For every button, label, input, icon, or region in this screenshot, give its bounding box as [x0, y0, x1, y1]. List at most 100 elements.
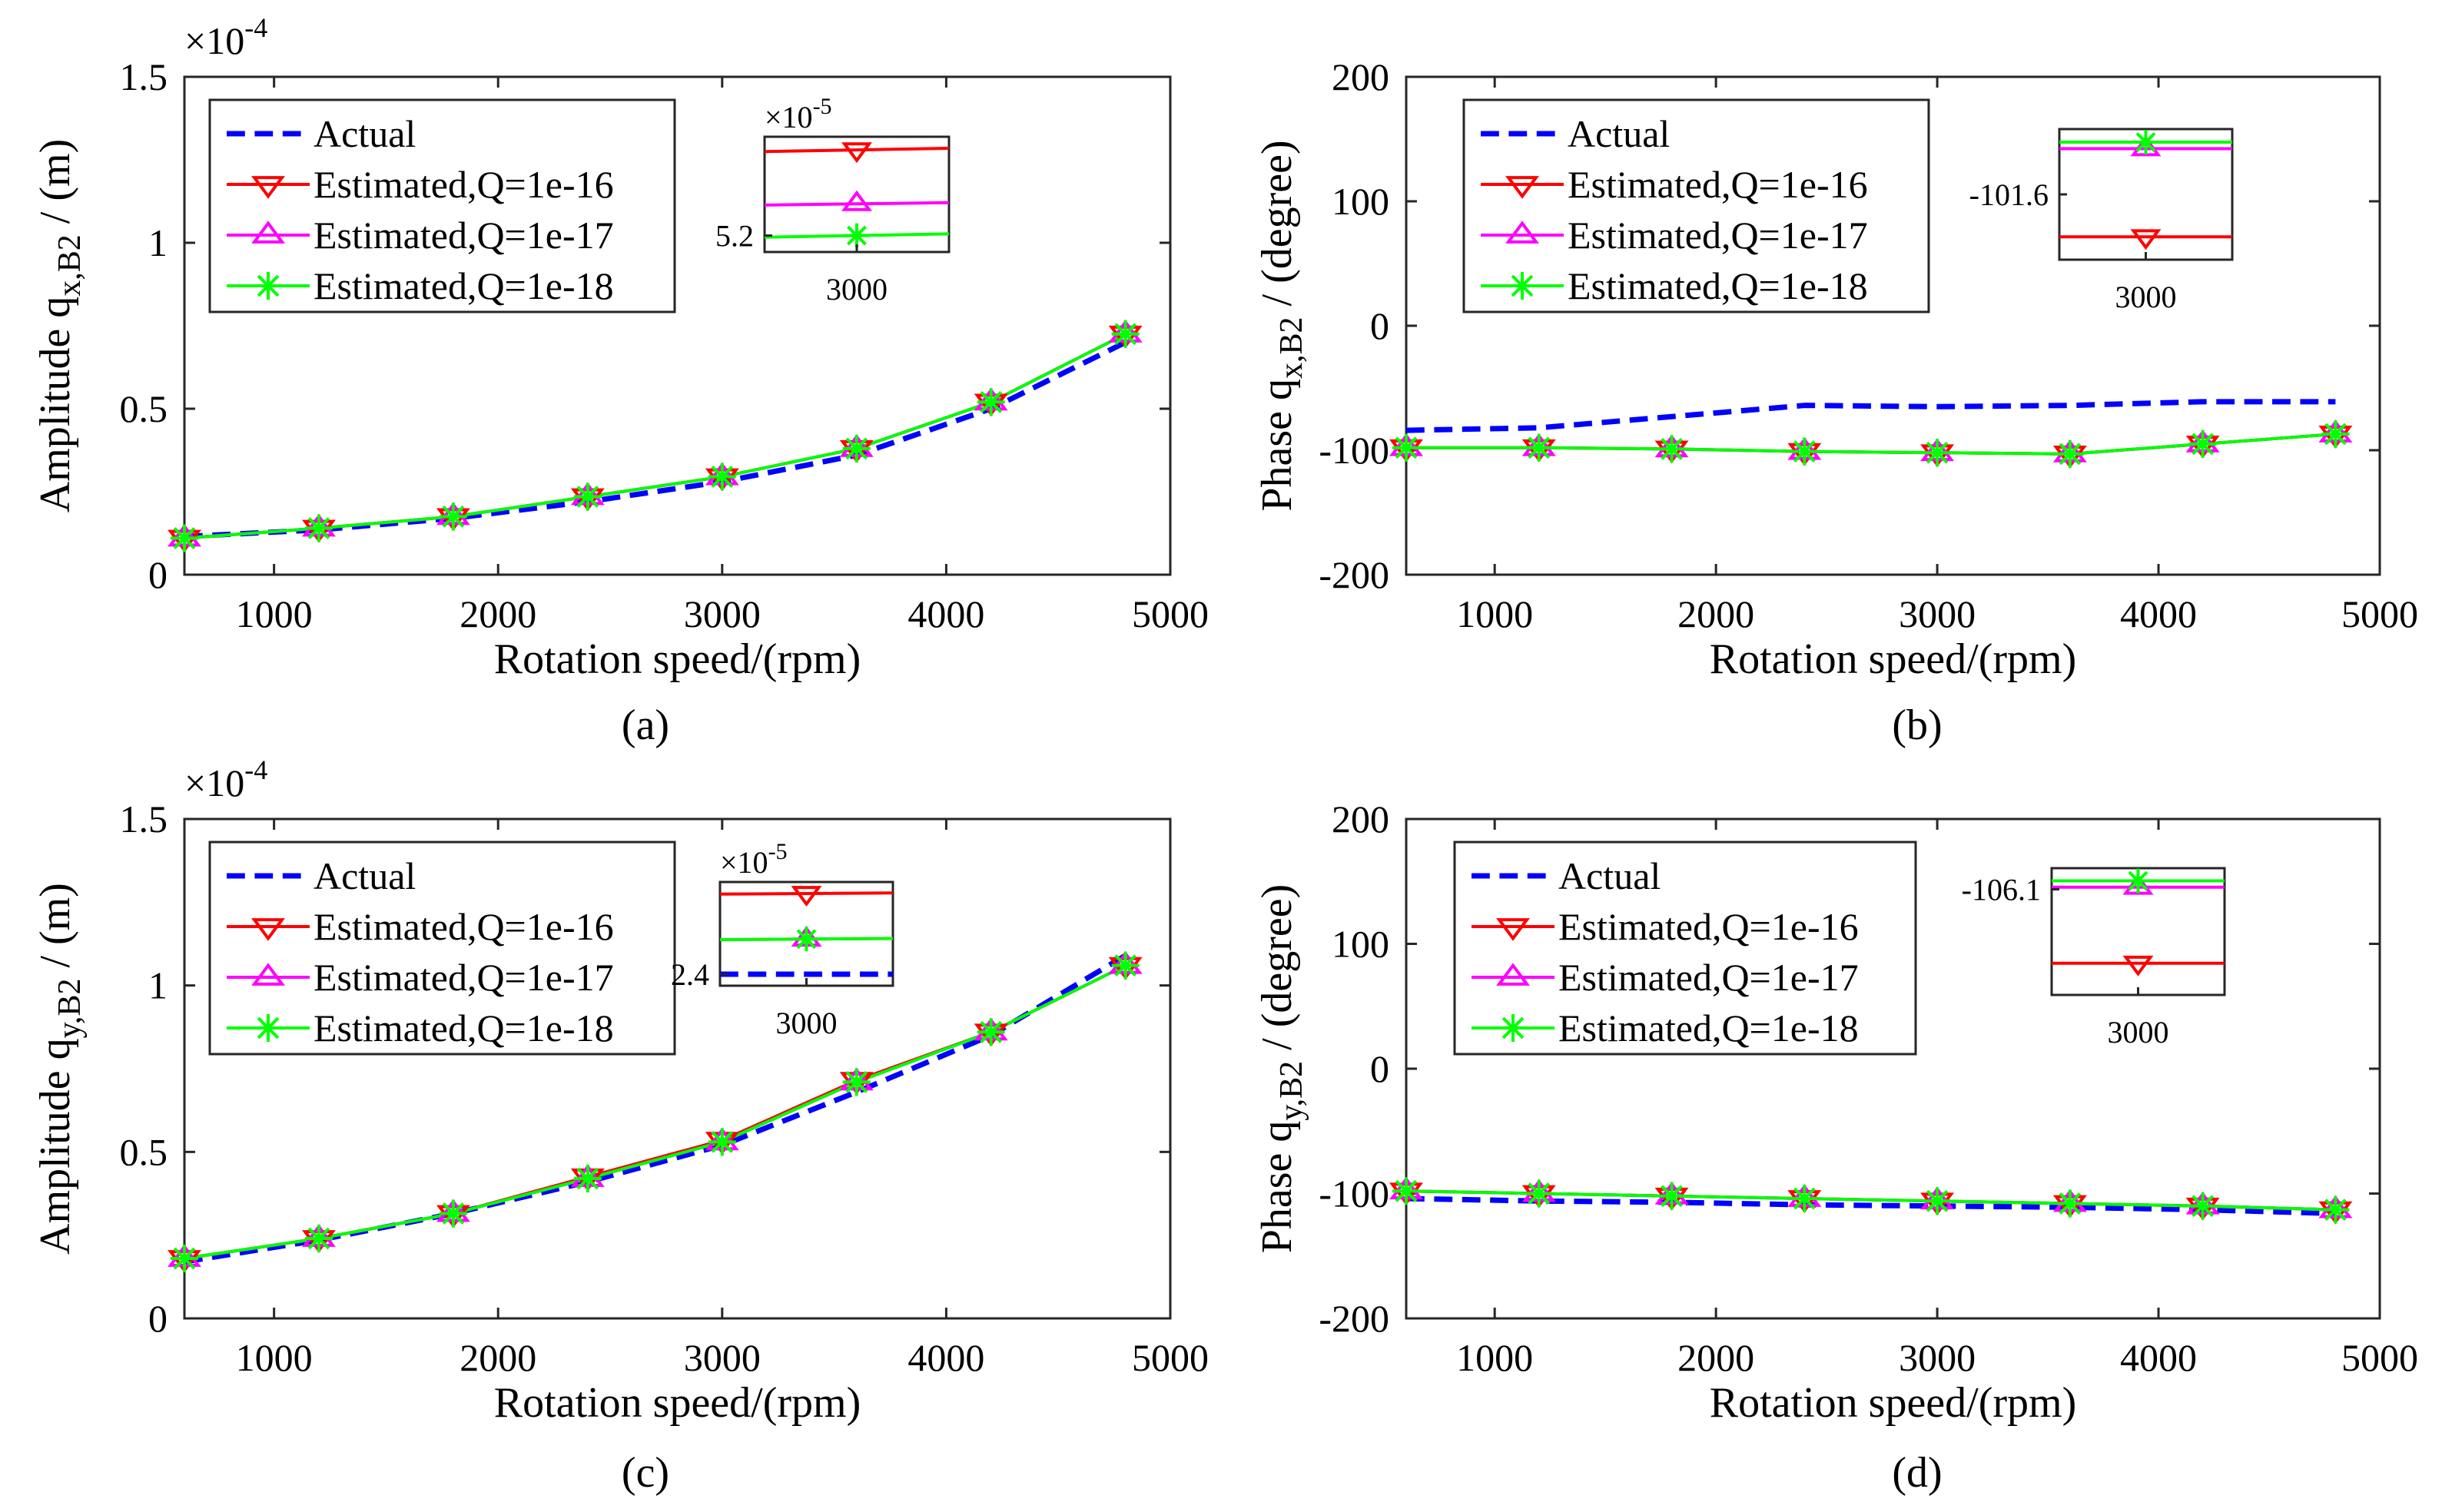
inset-y-tick-label: 2.4: [671, 957, 709, 992]
inset-zoom: 3000 -106.1: [1962, 867, 2226, 1049]
data-point-q18: [439, 502, 467, 531]
y-tick-label: 100: [1332, 180, 1389, 223]
x-tick-label: 1000: [1456, 1336, 1533, 1379]
legend-marker-q17: [251, 963, 285, 986]
x-tick-label: 5000: [2341, 592, 2418, 635]
data-point-q18: [304, 1225, 333, 1252]
legend-marker-q17: [1496, 963, 1530, 986]
legend-marker-q16: [1505, 176, 1539, 199]
data-point-q18: [708, 463, 736, 491]
data-point-q18: [2321, 419, 2350, 448]
data-point-q18: [842, 434, 871, 463]
x-tick-label: 2000: [460, 1336, 536, 1379]
data-point-q18: [2055, 439, 2084, 468]
y-tick-label: 0: [148, 553, 168, 596]
inset-exponent-label: ×10-5: [720, 839, 788, 880]
y-axis-label: Phase qy,B2 / (degree): [1253, 884, 1309, 1254]
legend-marker-q18: [254, 1014, 282, 1042]
y-axis-label: Amplitude qx,B2 / (m): [32, 139, 88, 512]
legend-label-q18: Estimated,Q=1e-18: [314, 1006, 614, 1049]
subfigure-label: (a): [622, 701, 669, 749]
data-point-q18: [1111, 320, 1140, 348]
data-point-q18: [1392, 1177, 1420, 1205]
y-tick-label: 200: [1332, 797, 1389, 841]
y-tick-label: 0.5: [120, 1130, 168, 1173]
legend-marker-q16: [251, 918, 285, 941]
legend-label-q17: Estimated,Q=1e-17: [314, 214, 614, 257]
x-tick-label: 3000: [684, 592, 761, 635]
inset-zoom: 3000 -101.6: [1969, 128, 2234, 314]
x-axis-label: Rotation speed/(rpm): [494, 1379, 861, 1427]
x-tick-label: 4000: [907, 592, 984, 635]
y-tick-label: -100: [1319, 429, 1389, 472]
chart-panel-a: 1000 2000 3000 4000 5000 0 0.5 1 1.5 ×10-4 Rotatio…: [32, 12, 1209, 749]
y-tick-label: 0.5: [120, 387, 168, 430]
x-tick-label: 1000: [1456, 592, 1533, 635]
legend-label-actual: Actual: [314, 854, 416, 897]
legend-marker-q18: [254, 272, 282, 300]
y-exponent-label: ×10-4: [184, 12, 267, 62]
y-exponent-label: ×10-4: [184, 754, 267, 804]
legend-label-q17: Estimated,Q=1e-17: [1568, 214, 1868, 257]
data-point-q18: [2055, 1189, 2084, 1218]
y-tick-label: 1: [148, 221, 168, 264]
data-point-q18: [977, 1018, 1005, 1046]
x-tick-label: 2000: [1677, 592, 1754, 635]
x-tick-label: 5000: [2341, 1336, 2418, 1379]
y-tick-label: 1.5: [120, 797, 168, 841]
inset-marker-q16: [2122, 955, 2154, 976]
y-tick-label: 0: [148, 1297, 168, 1340]
subfigure-label: (d): [1892, 1449, 1942, 1497]
data-point-q18: [2321, 1195, 2350, 1224]
data-point-q18: [439, 1199, 467, 1228]
inset-y-tick-label: -106.1: [1962, 873, 2041, 907]
legend-marker-q18: [1499, 1014, 1527, 1042]
x-tick-label: 4000: [907, 1336, 984, 1379]
data-point-q18: [1790, 1185, 1819, 1212]
x-axis-label: Rotation speed/(rpm): [494, 635, 861, 683]
inset-zoom: 3000 2.4 ×10-5: [671, 839, 894, 1040]
y-tick-label: 100: [1332, 923, 1389, 966]
inset-zoom: 3000 5.2 ×10-5: [715, 94, 951, 307]
series-line-q18: [184, 333, 1126, 540]
inset-line-q16: [719, 891, 894, 896]
inset-marker-q16: [791, 886, 822, 907]
legend-marker-q16: [251, 176, 285, 199]
legend-label-q17: Estimated,Q=1e-17: [314, 956, 614, 999]
data-point-q18: [1923, 439, 1952, 467]
legend-label-actual: Actual: [1568, 112, 1670, 155]
x-axis-label: Rotation speed/(rpm): [1710, 1379, 2076, 1427]
chart-panel-d: 1000 2000 3000 4000 5000 -200 -100 0 100 200 Rotat…: [1253, 797, 2418, 1497]
chart-panel-c: 1000 2000 3000 4000 5000 0 0.5 1 1.5 ×10-4 Rotatio…: [32, 754, 1209, 1497]
data-point-q18: [573, 1165, 602, 1192]
legend-label-actual: Actual: [1558, 854, 1661, 897]
inset-marker-q18: [2133, 130, 2158, 154]
legend-marker-q18: [1508, 272, 1536, 300]
legend-marker-q17: [251, 220, 285, 244]
data-point-q18: [304, 514, 333, 542]
legend-label-actual: Actual: [314, 112, 416, 155]
y-tick-label: 0: [1370, 1047, 1389, 1090]
x-axis-label: Rotation speed/(rpm): [1710, 635, 2076, 683]
y-tick-label: -200: [1319, 553, 1389, 596]
data-point-q18: [573, 482, 602, 511]
x-tick-label: 5000: [1132, 592, 1209, 635]
subfigure-label: (c): [622, 1449, 669, 1497]
data-point-q18: [2188, 1192, 2217, 1220]
inset-x-tick-label: 3000: [776, 1006, 838, 1040]
series-line-actual: [184, 953, 1127, 1265]
x-tick-label: 1000: [236, 592, 313, 635]
series-line-q18: [184, 963, 1126, 1260]
y-tick-label: -200: [1319, 1297, 1389, 1340]
y-axis-label: Phase qx,B2 / (degree): [1253, 140, 1309, 511]
inset-x-tick-label: 3000: [826, 272, 888, 307]
legend-label-q18: Estimated,Q=1e-18: [1558, 1006, 1859, 1049]
legend-label-q18: Estimated,Q=1e-18: [1568, 264, 1868, 307]
inset-line-q17: [764, 201, 950, 207]
data-point-q18: [171, 1245, 198, 1272]
x-tick-label: 3000: [684, 1336, 761, 1379]
data-point-q18: [1525, 433, 1553, 462]
legend-marker-q17: [1505, 220, 1539, 244]
data-point-q18: [1392, 433, 1420, 462]
